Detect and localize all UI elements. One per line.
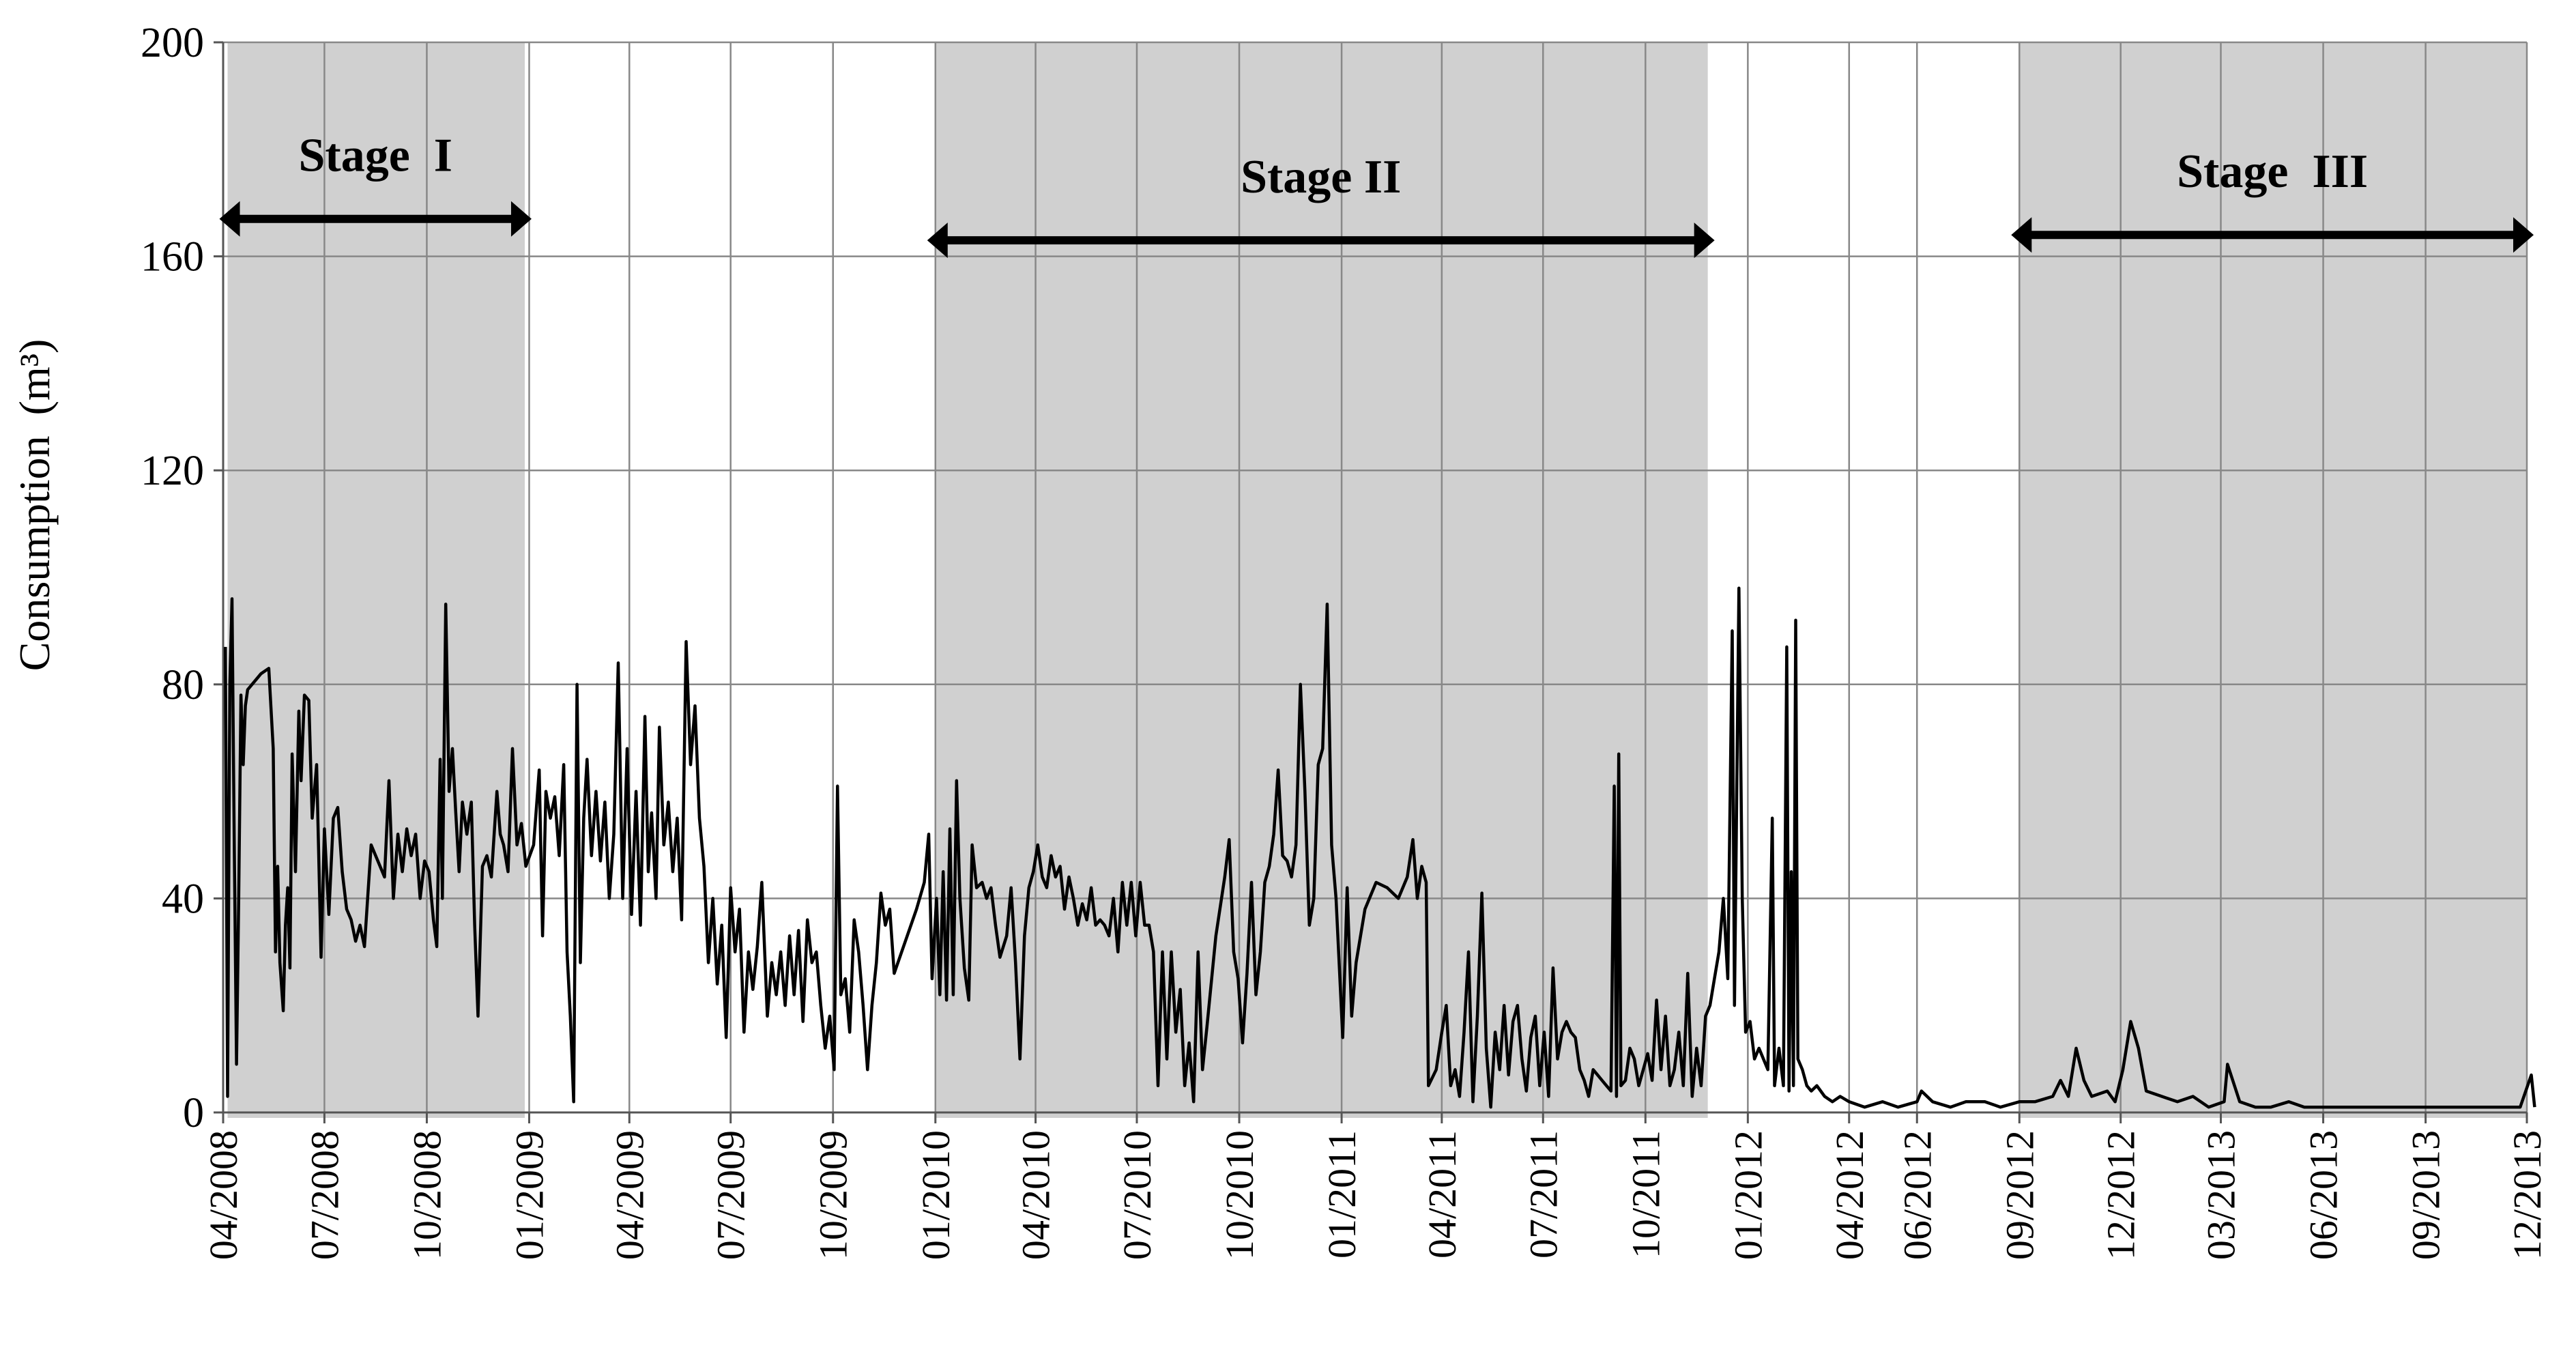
stage-band-2 [935, 42, 1708, 1118]
x-tick-label: 03/2013 [2199, 1130, 2243, 1260]
x-tick-label: 04/2012 [1827, 1130, 1872, 1260]
stage-label-1: Stage I [298, 130, 452, 182]
x-tick-label: 01/2012 [1726, 1130, 1770, 1260]
stage-arrow-head-right [510, 201, 532, 237]
stage-arrow-head-right [2513, 217, 2534, 253]
stage-arrow-2 [927, 222, 1715, 259]
stage-arrow-head-left [927, 222, 948, 259]
x-tick-label: 07/2009 [709, 1130, 753, 1260]
x-tick-label: 10/2008 [405, 1130, 449, 1260]
x-tick-label: 04/2008 [201, 1130, 246, 1260]
x-tick-label: 07/2008 [302, 1130, 347, 1260]
y-axis-label-text: Consumption [10, 435, 59, 671]
x-tick-label: 10/2010 [1217, 1130, 1262, 1260]
y-tick-label: 80 [162, 662, 204, 708]
x-tick-label: 10/2009 [811, 1130, 856, 1260]
x-tick-label: 12/2012 [2099, 1130, 2143, 1260]
stage-band-3 [2019, 42, 2527, 1118]
stage-annotations: Stage I Stage II Stage III [219, 130, 2534, 259]
stage-label-2: Stage II [1241, 151, 1401, 203]
gridlines [223, 41, 2528, 1112]
stage-arrow-head-left [2011, 217, 2032, 253]
x-tick-label: 06/2013 [2302, 1130, 2346, 1260]
x-tick-label: 07/2010 [1115, 1130, 1159, 1260]
stage-arrow-head-right [1694, 222, 1715, 259]
consumption-line-series [224, 586, 2536, 1109]
x-tick-label: 07/2011 [1521, 1130, 1565, 1258]
series-layer [224, 586, 2536, 1109]
y-tick-label: 200 [141, 20, 204, 66]
x-tick-label: 06/2012 [1895, 1130, 1939, 1260]
y-axis-label: Consumption (m³) [10, 339, 59, 672]
x-tick-label: 09/2013 [2404, 1130, 2448, 1260]
y-tick-labels: 0 40 80 120 160 200 [141, 20, 204, 1136]
x-tick-label: 01/2011 [1320, 1130, 1364, 1258]
x-tick-label: 10/2011 [1623, 1130, 1668, 1258]
stage-label-3: Stage III [2177, 145, 2368, 198]
x-tick-label: 12/2013 [2505, 1130, 2549, 1260]
x-tick-label: 01/2010 [914, 1130, 958, 1260]
x-tick-label: 01/2009 [508, 1130, 552, 1260]
x-tick-label: 04/2010 [1014, 1130, 1058, 1260]
x-tick-label: 09/2012 [1997, 1130, 2042, 1260]
stage-arrow-3 [2011, 217, 2534, 253]
x-tick-label: 04/2011 [1420, 1130, 1464, 1258]
y-axis-label-unit: (m³) [10, 339, 59, 416]
x-tick-labels: 04/2008 07/2008 10/2008 01/2009 04/2009 07/20… [201, 1130, 2549, 1260]
stage-arrow-1 [219, 201, 532, 237]
y-tick-label: 160 [141, 234, 204, 281]
x-tick-label: 04/2009 [607, 1130, 652, 1260]
y-tick-label: 40 [162, 876, 204, 922]
stage-shading-layer [227, 42, 2527, 1118]
y-tick-label: 0 [183, 1090, 204, 1136]
y-tick-label: 120 [141, 448, 204, 494]
stage-arrow-head-left [219, 201, 240, 237]
